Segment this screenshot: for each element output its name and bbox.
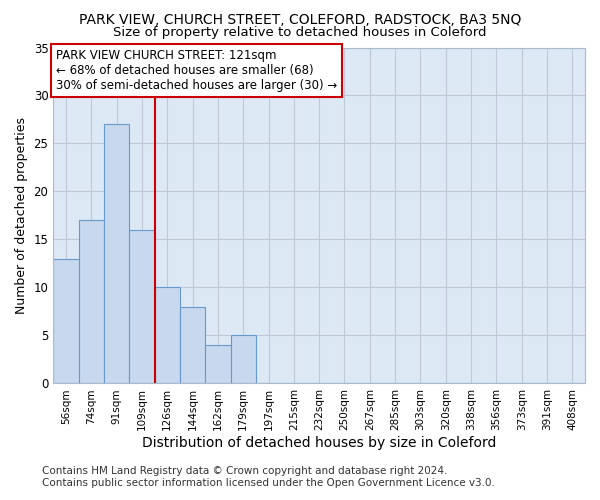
- Text: PARK VIEW, CHURCH STREET, COLEFORD, RADSTOCK, BA3 5NQ: PARK VIEW, CHURCH STREET, COLEFORD, RADS…: [79, 12, 521, 26]
- X-axis label: Distribution of detached houses by size in Coleford: Distribution of detached houses by size …: [142, 436, 496, 450]
- Bar: [79, 220, 104, 384]
- Bar: [180, 306, 205, 384]
- Bar: [104, 124, 129, 384]
- Text: Contains HM Land Registry data © Crown copyright and database right 2024.
Contai: Contains HM Land Registry data © Crown c…: [42, 466, 495, 487]
- Bar: [155, 288, 180, 384]
- Bar: [205, 345, 230, 384]
- Bar: [129, 230, 155, 384]
- Y-axis label: Number of detached properties: Number of detached properties: [15, 117, 28, 314]
- Bar: [53, 258, 79, 384]
- Bar: [230, 336, 256, 384]
- Text: PARK VIEW CHURCH STREET: 121sqm
← 68% of detached houses are smaller (68)
30% of: PARK VIEW CHURCH STREET: 121sqm ← 68% of…: [56, 49, 337, 92]
- Text: Size of property relative to detached houses in Coleford: Size of property relative to detached ho…: [113, 26, 487, 39]
